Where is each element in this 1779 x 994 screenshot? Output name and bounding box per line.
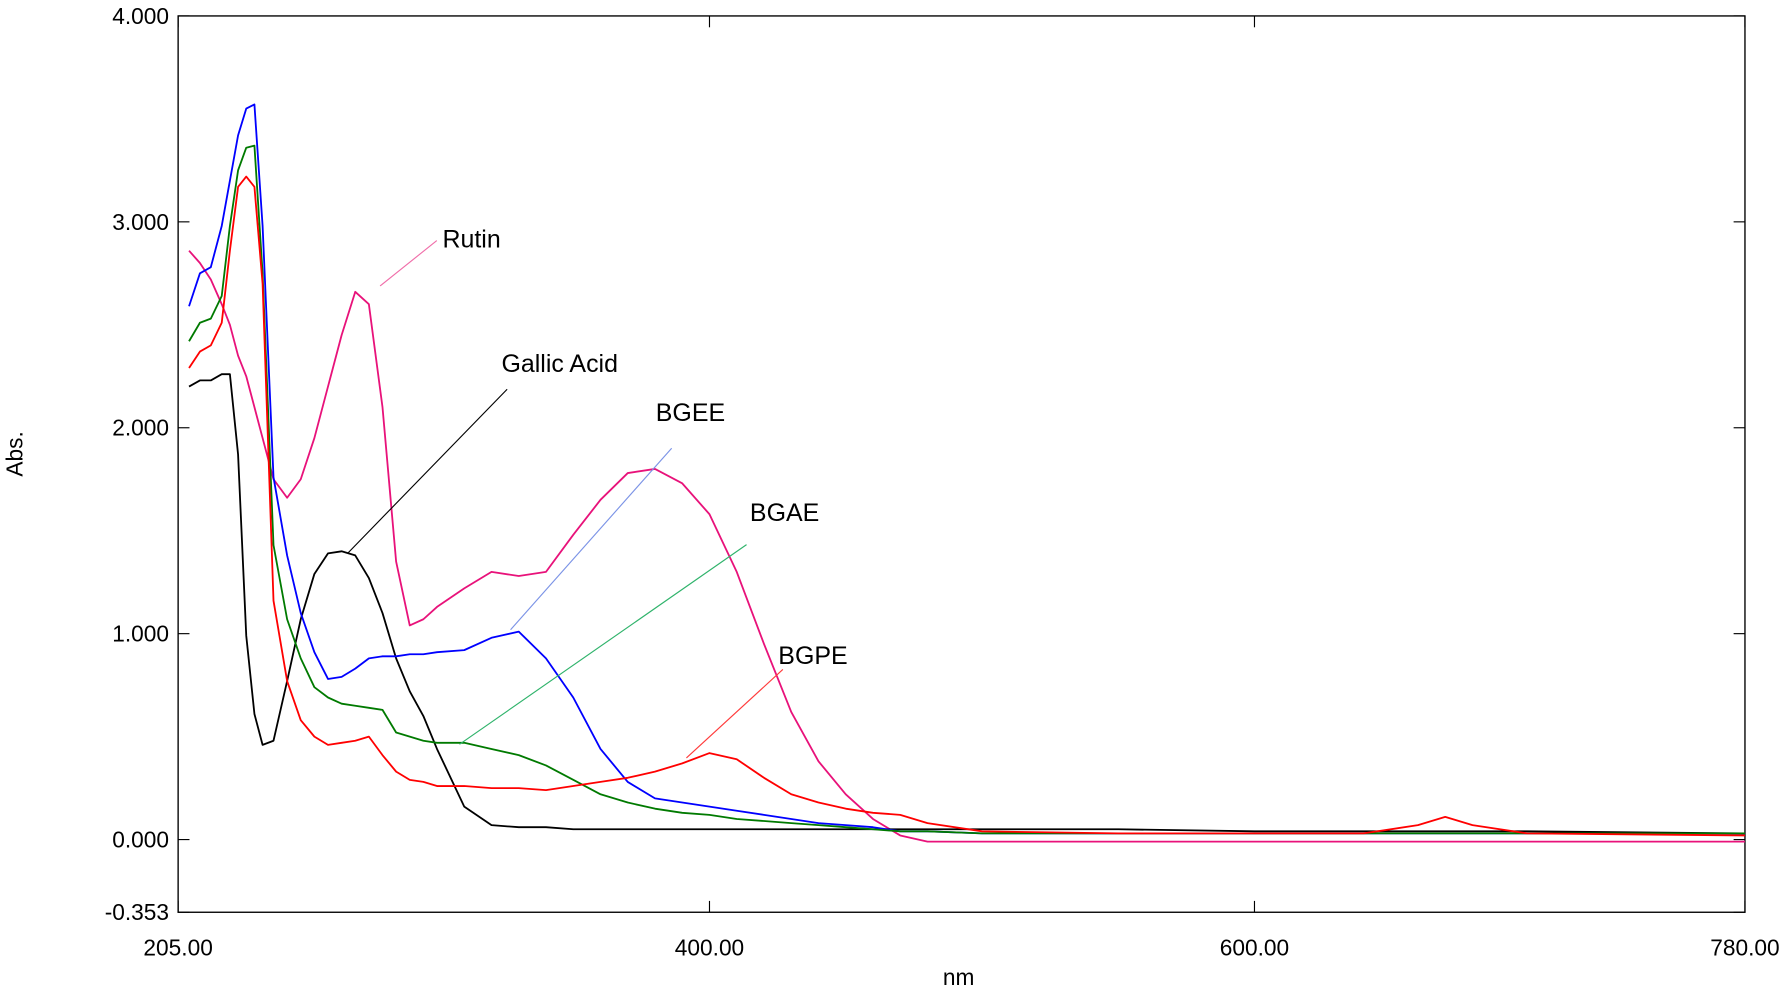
- y-tick-label: 0.000: [112, 827, 169, 853]
- series-line: [188, 250, 1745, 843]
- y-tick-label: 2.000: [112, 415, 169, 441]
- plot-frame: [177, 15, 1746, 913]
- x-tick-label: 600.00: [1220, 934, 1289, 960]
- x-axis-label: nm: [943, 964, 975, 990]
- x-tick-label: 780.00: [1710, 934, 1779, 960]
- series-line: [188, 175, 1745, 837]
- annotation-leader: [347, 388, 508, 553]
- annotation-leader: [379, 240, 438, 287]
- y-tick-label: 3.000: [112, 209, 169, 235]
- x-tick-label: 205.00: [143, 934, 212, 960]
- y-tick-label: 1.000: [112, 621, 169, 647]
- series-line: [188, 373, 1745, 835]
- annotation-leader: [686, 669, 784, 759]
- y-axis-label: Abs.: [2, 431, 28, 476]
- series-annotation: BGPE: [778, 642, 847, 670]
- y-tick-label: 4.000: [112, 3, 169, 29]
- series-annotation: BGEE: [656, 399, 725, 427]
- series-annotation: Gallic Acid: [501, 350, 618, 378]
- series-annotation: BGAE: [750, 499, 819, 527]
- annotation-leader: [510, 447, 673, 631]
- series-line: [188, 144, 1745, 835]
- series-annotation: Rutin: [442, 225, 500, 253]
- annotation-leader: [459, 544, 747, 745]
- y-tick-label: -0.353: [105, 899, 169, 925]
- x-tick-label: 400.00: [675, 934, 744, 960]
- series-line: [188, 103, 1745, 835]
